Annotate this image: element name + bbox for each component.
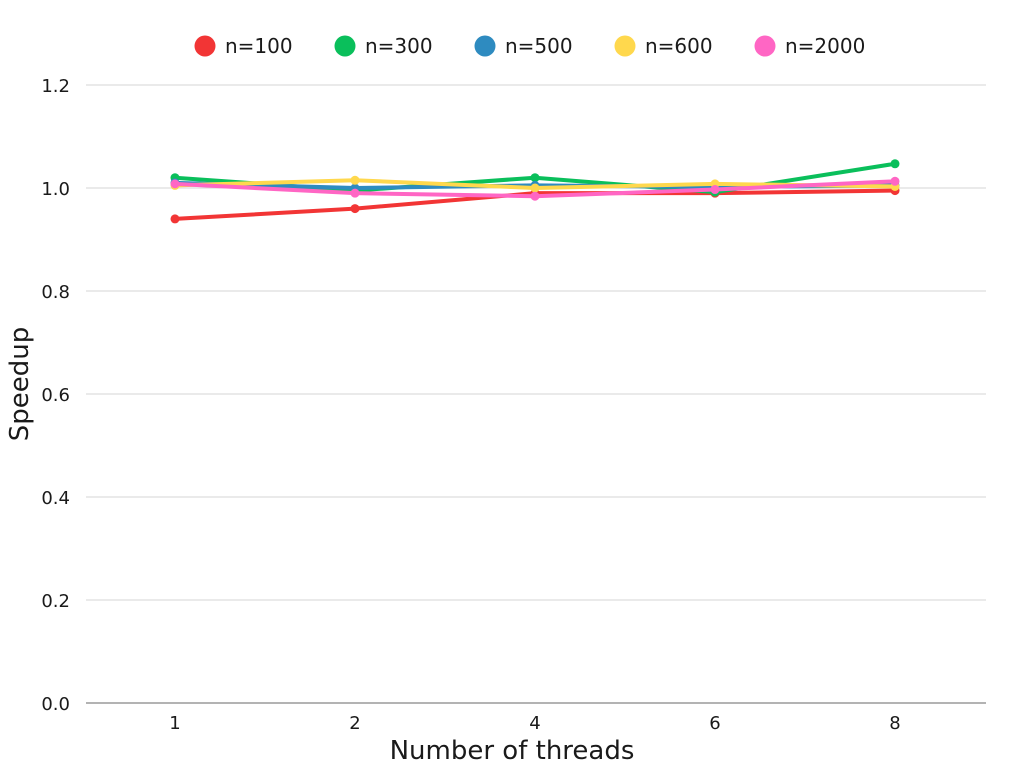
legend-label: n=100 (225, 34, 293, 58)
x-tick-label: 8 (889, 713, 900, 734)
series-group (170, 159, 900, 224)
legend-marker-icon (194, 35, 216, 57)
legend-item: n=600 (614, 34, 713, 58)
legend-label: n=500 (505, 34, 573, 58)
legend: n=100 n=300 n=500 n=600 n=2000 (194, 34, 865, 58)
data-point (530, 173, 540, 183)
data-point (890, 176, 900, 186)
data-point (170, 214, 180, 224)
x-tick-label: 4 (529, 713, 540, 734)
data-point (350, 188, 360, 198)
legend-item: n=2000 (754, 34, 865, 58)
data-point (350, 204, 360, 214)
x-axis-ticks: 1 2 4 6 8 (169, 713, 900, 734)
y-tick-label: 0.2 (41, 591, 70, 612)
data-point (890, 159, 900, 169)
x-tick-label: 6 (709, 713, 720, 734)
y-tick-label: 0.0 (41, 694, 70, 715)
legend-marker-icon (614, 35, 636, 57)
y-axis-title: Speedup (5, 327, 35, 442)
data-point (710, 185, 720, 195)
legend-item: n=500 (474, 34, 573, 58)
legend-label: n=600 (645, 34, 713, 58)
y-tick-label: 0.6 (41, 385, 70, 406)
y-tick-label: 0.8 (41, 282, 70, 303)
y-tick-label: 1.0 (41, 179, 70, 200)
x-tick-label: 2 (349, 713, 360, 734)
series-n=2000 (170, 176, 900, 201)
legend-label: n=300 (365, 34, 433, 58)
legend-marker-icon (754, 35, 776, 57)
x-axis-title: Number of threads (390, 736, 635, 766)
data-point (530, 191, 540, 201)
data-point (350, 175, 360, 185)
legend-marker-icon (334, 35, 356, 57)
legend-item: n=300 (334, 34, 433, 58)
data-point (530, 183, 540, 193)
legend-item: n=100 (194, 34, 293, 58)
y-axis-ticks: 0.0 0.2 0.4 0.6 0.8 1.0 1.2 (41, 76, 70, 715)
legend-marker-icon (474, 35, 496, 57)
data-point (170, 179, 180, 189)
x-tick-label: 1 (169, 713, 180, 734)
legend-label: n=2000 (785, 34, 865, 58)
y-tick-label: 0.4 (41, 488, 70, 509)
y-tick-label: 1.2 (41, 76, 70, 97)
